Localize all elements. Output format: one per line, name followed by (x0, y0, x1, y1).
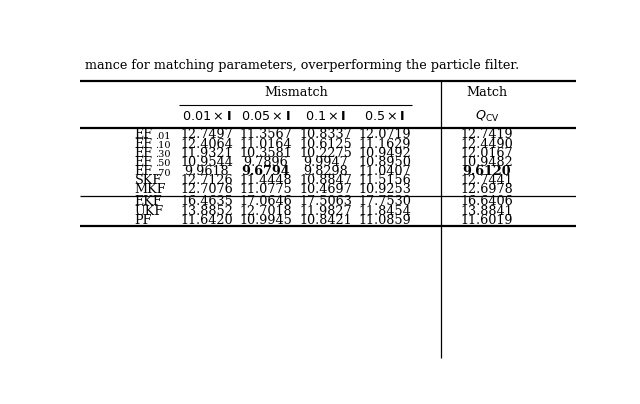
Text: 16.4635: 16.4635 (180, 196, 233, 208)
Text: 9.6120: 9.6120 (463, 165, 511, 178)
Text: .01: .01 (156, 132, 171, 141)
Text: 12.4490: 12.4490 (460, 137, 513, 151)
Text: EF: EF (134, 128, 152, 141)
Text: 10.6125: 10.6125 (299, 137, 352, 151)
Text: 12.7018: 12.7018 (240, 204, 292, 217)
Text: 9.7896: 9.7896 (244, 156, 289, 169)
Text: Mismatch: Mismatch (264, 86, 328, 99)
Text: 11.8454: 11.8454 (358, 204, 412, 217)
Text: 11.5156: 11.5156 (358, 174, 412, 187)
Text: $0.1\times\mathbf{I}$: $0.1\times\mathbf{I}$ (305, 110, 346, 123)
Text: $Q_{\mathrm{CV}}$: $Q_{\mathrm{CV}}$ (474, 109, 499, 124)
Text: 12.7126: 12.7126 (180, 174, 233, 187)
Text: SKF: SKF (134, 174, 162, 187)
Text: 11.1629: 11.1629 (359, 137, 412, 151)
Text: 11.0859: 11.0859 (358, 214, 412, 227)
Text: $0.5\times\mathbf{I}$: $0.5\times\mathbf{I}$ (364, 110, 406, 123)
Text: 11.0164: 11.0164 (240, 137, 292, 151)
Text: 12.7441: 12.7441 (460, 174, 513, 187)
Text: 17.7530: 17.7530 (358, 196, 412, 208)
Text: 12.0167: 12.0167 (460, 147, 513, 160)
Text: 10.8421: 10.8421 (300, 214, 352, 227)
Text: 11.6420: 11.6420 (180, 214, 233, 227)
Text: UKF: UKF (134, 204, 164, 217)
Text: 11.0407: 11.0407 (359, 165, 412, 178)
Text: 16.6406: 16.6406 (460, 196, 513, 208)
Text: 11.4448: 11.4448 (240, 174, 292, 187)
Text: Match: Match (466, 86, 508, 99)
Text: 10.8847: 10.8847 (299, 174, 352, 187)
Text: 10.3581: 10.3581 (239, 147, 292, 160)
Text: 10.8950: 10.8950 (358, 156, 412, 169)
Text: mance for matching parameters, overperforming the particle filter.: mance for matching parameters, overperfo… (85, 59, 519, 72)
Text: EF: EF (134, 156, 152, 169)
Text: 10.9482: 10.9482 (460, 156, 513, 169)
Text: 9.6794: 9.6794 (242, 165, 291, 178)
Text: 9.8298: 9.8298 (303, 165, 348, 178)
Text: EF: EF (134, 147, 152, 160)
Text: 11.0775: 11.0775 (239, 183, 292, 196)
Text: 10.9544: 10.9544 (180, 156, 233, 169)
Text: 13.8841: 13.8841 (460, 204, 513, 217)
Text: .30: .30 (156, 150, 171, 159)
Text: 12.7419: 12.7419 (460, 128, 513, 141)
Text: 12.4064: 12.4064 (180, 137, 233, 151)
Text: EKF: EKF (134, 196, 162, 208)
Text: 12.0719: 12.0719 (359, 128, 412, 141)
Text: 12.7076: 12.7076 (180, 183, 233, 196)
Text: 10.9492: 10.9492 (358, 147, 412, 160)
Text: MKF: MKF (134, 183, 166, 196)
Text: .10: .10 (156, 141, 171, 150)
Text: 13.8852: 13.8852 (180, 204, 233, 217)
Text: $0.01\times\mathbf{I}$: $0.01\times\mathbf{I}$ (182, 110, 231, 123)
Text: EF: EF (134, 165, 152, 178)
Text: 9.9947: 9.9947 (303, 156, 348, 169)
Text: .70: .70 (156, 168, 171, 178)
Text: $0.05\times\mathbf{I}$: $0.05\times\mathbf{I}$ (241, 110, 291, 123)
Text: .50: .50 (156, 160, 171, 168)
Text: 9.9618: 9.9618 (184, 165, 228, 178)
Text: 10.9945: 10.9945 (239, 214, 292, 227)
Text: 12.6978: 12.6978 (460, 183, 513, 196)
Text: EF: EF (134, 137, 152, 151)
Text: 10.8337: 10.8337 (299, 128, 352, 141)
Text: 11.9321: 11.9321 (180, 147, 233, 160)
Text: 10.4697: 10.4697 (299, 183, 352, 196)
Text: PF: PF (134, 214, 152, 227)
Text: 11.3567: 11.3567 (239, 128, 292, 141)
Text: 10.2275: 10.2275 (299, 147, 352, 160)
Text: 17.5063: 17.5063 (299, 196, 352, 208)
Text: 12.7497: 12.7497 (180, 128, 233, 141)
Text: 10.9253: 10.9253 (358, 183, 412, 196)
Text: 17.0646: 17.0646 (239, 196, 292, 208)
Text: 11.9827: 11.9827 (300, 204, 352, 217)
Text: 11.6019: 11.6019 (460, 214, 513, 227)
